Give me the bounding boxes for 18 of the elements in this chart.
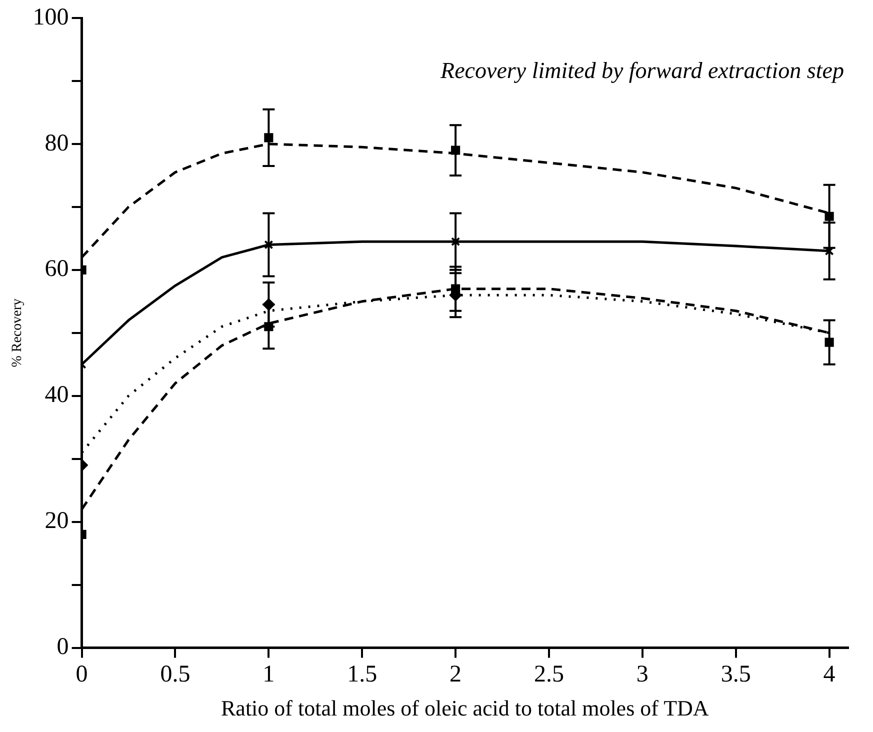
x-axis-title: Ratio of total moles of oleic acid to total moles of TDA (221, 696, 709, 721)
x-tick-label: 0 (76, 661, 88, 688)
annotation: Recovery limited by forward extraction step (440, 58, 844, 83)
x-tick-label: 4 (823, 661, 836, 688)
y-tick-label: 40 (44, 382, 69, 408)
x-tick-label: 3 (636, 661, 648, 688)
x-tick-label: 2.5 (534, 661, 564, 688)
x-tick-label: 1.5 (347, 661, 378, 688)
y-tick-label: 60 (44, 256, 69, 282)
y-tick-label: 80 (44, 130, 69, 156)
x-tick-label: 0.5 (160, 661, 190, 688)
y-tick-label: 0 (56, 634, 69, 660)
x-tick-label: 3.5 (720, 661, 751, 688)
y-tick-label: 100 (32, 4, 69, 30)
x-tick-label: 2 (450, 661, 462, 688)
y-axis-title: % Recovery (10, 298, 26, 368)
y-tick-label: 20 (44, 508, 69, 534)
x-tick-label: 1 (262, 661, 275, 688)
